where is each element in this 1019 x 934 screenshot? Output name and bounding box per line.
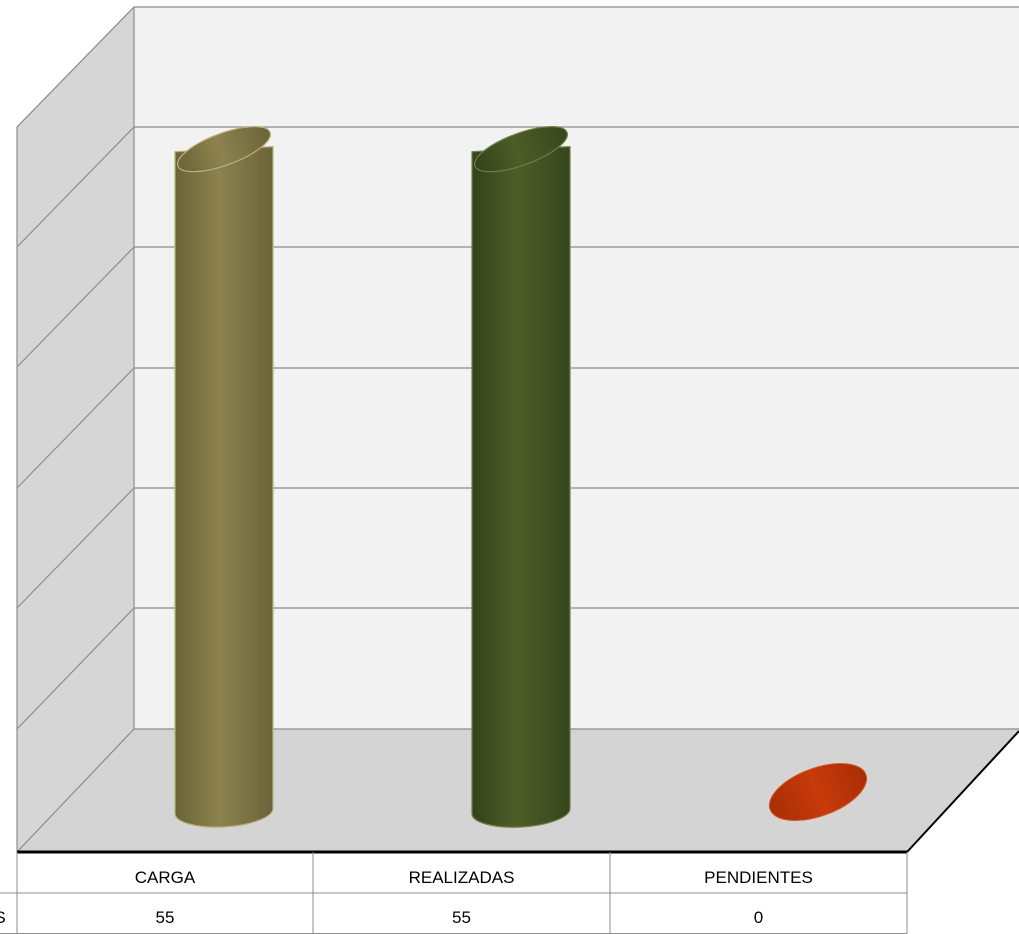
bar-cap xyxy=(474,126,568,173)
data-label: 0 xyxy=(754,908,763,927)
bar-carga xyxy=(174,126,274,828)
bar-pendientes xyxy=(768,762,868,822)
bar-disc xyxy=(768,762,868,822)
side-gridline xyxy=(16,728,135,853)
data-table: CARGA REALIZADAS PENDIENTES 55 55 0 S xyxy=(0,852,908,934)
side-gridlines xyxy=(16,6,135,853)
series-label: S xyxy=(0,908,6,927)
bars xyxy=(174,126,868,828)
x-tick-label: CARGA xyxy=(135,868,196,887)
x-tick-label: REALIZADAS xyxy=(409,868,515,887)
side-gridline xyxy=(16,246,135,368)
bar-body xyxy=(174,145,274,828)
bar-body xyxy=(471,145,571,828)
x-tick-label: PENDIENTES xyxy=(704,868,813,887)
side-wall xyxy=(16,5,135,854)
data-label: 55 xyxy=(156,908,175,927)
side-gridline xyxy=(16,607,135,730)
side-gridline xyxy=(16,126,135,248)
bar-cap xyxy=(177,126,271,173)
side-gridline xyxy=(16,487,135,609)
side-gridline xyxy=(16,6,135,128)
floor-right-edge xyxy=(906,730,1019,853)
data-label: 55 xyxy=(452,908,471,927)
bar-realizadas xyxy=(471,126,571,828)
side-gridline xyxy=(16,367,135,489)
